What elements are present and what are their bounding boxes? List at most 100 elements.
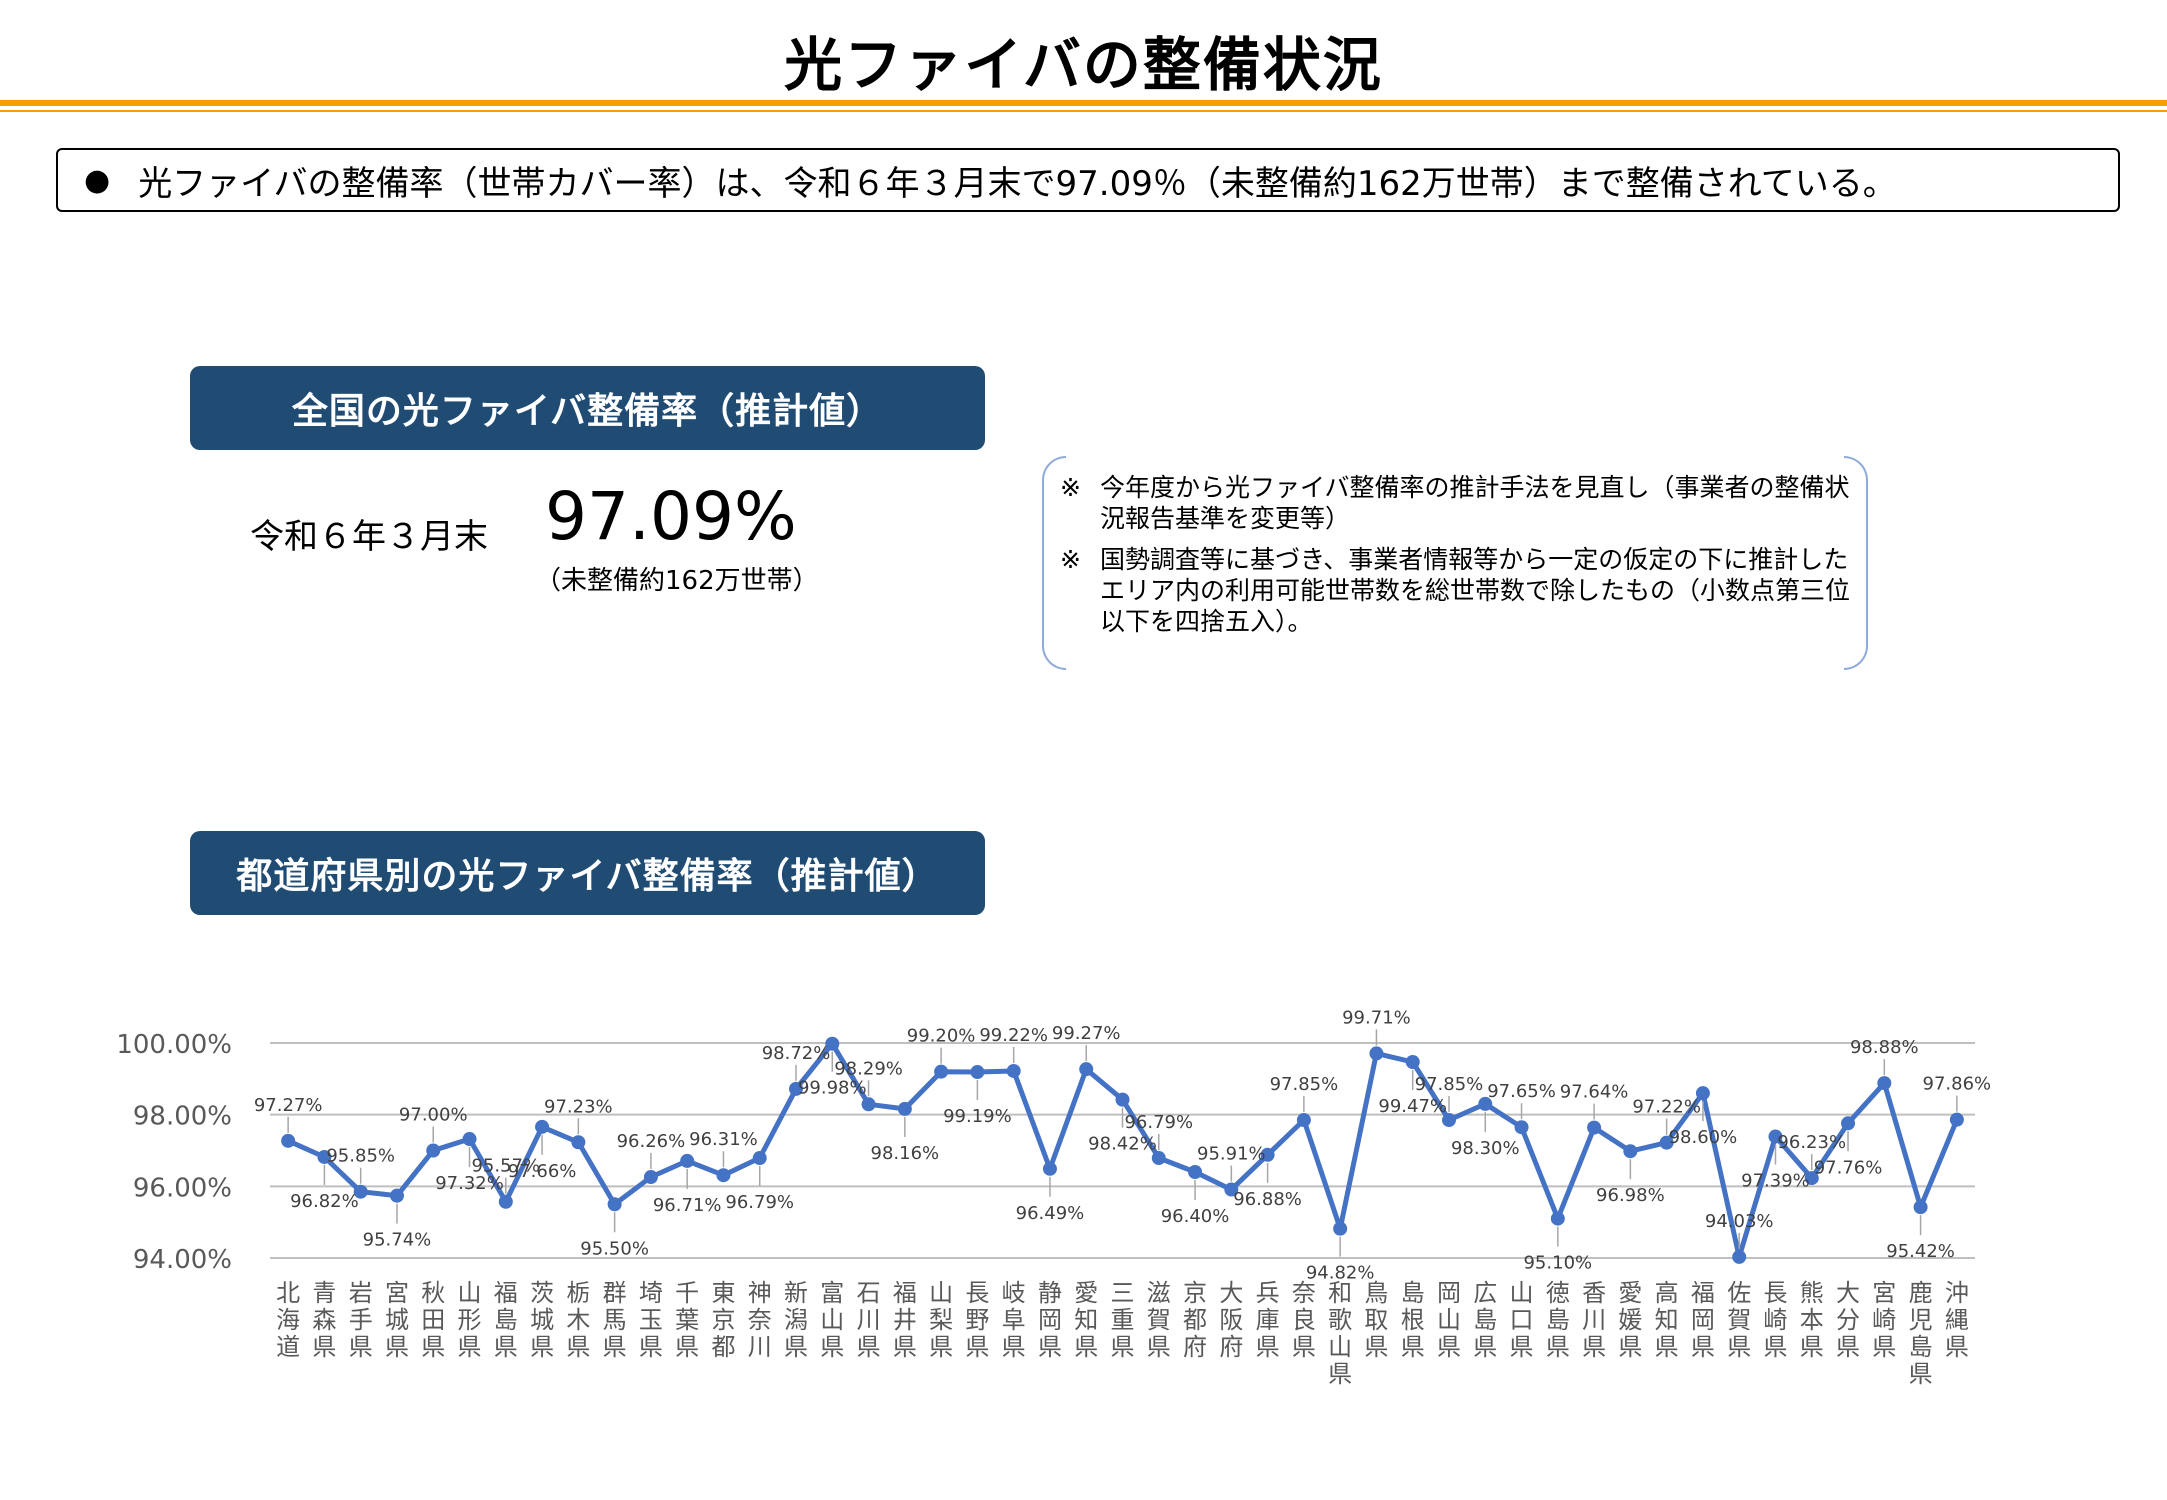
data-point (1405, 1054, 1420, 1069)
data-label: 97.86% (1923, 1074, 1992, 1095)
x-tick-label: 県 (349, 1333, 373, 1361)
data-label: 96.71% (653, 1195, 722, 1216)
data-label: 95.42% (1886, 1241, 1955, 1262)
x-tick-label: 和 (1328, 1279, 1352, 1307)
x-tick-label: 島 (1909, 1333, 1933, 1361)
x-tick-label: 県 (893, 1333, 917, 1361)
x-tick-label: 県 (1909, 1360, 1933, 1388)
note-text-1: 今年度から光ファイバ整備率の推計手法を見直し（事業者の整備状況報告基準を変更等） (1100, 473, 1850, 533)
x-tick-label: 高 (1655, 1279, 1679, 1307)
data-label: 96.40% (1161, 1206, 1230, 1227)
x-tick-label: 阜 (1002, 1306, 1026, 1334)
data-point (1804, 1171, 1819, 1186)
data-point (1333, 1221, 1348, 1236)
x-tick-label: 県 (965, 1333, 989, 1361)
x-tick-label: 東 (711, 1279, 735, 1307)
x-tick-label: 山 (1328, 1333, 1352, 1361)
x-tick-label: 賀 (1727, 1306, 1751, 1334)
x-tick-label: 島 (494, 1306, 518, 1334)
x-tick-label: 京 (711, 1306, 735, 1334)
data-point (1296, 1113, 1311, 1128)
x-tick-label: 県 (1473, 1333, 1497, 1361)
x-tick-label: 県 (530, 1333, 554, 1361)
x-tick-label: 北 (276, 1279, 300, 1307)
x-tick-label: 京 (1183, 1279, 1207, 1307)
data-point (716, 1168, 731, 1183)
x-tick-label: 県 (1111, 1333, 1135, 1361)
x-tick-label: 三 (1111, 1279, 1135, 1307)
summary-text: 光ファイバの整備率（世帯カバー率）は、令和６年３月末で97.09％（未整備約16… (138, 163, 1897, 204)
prefecture-rate-header: 都道府県別の光ファイバ整備率（推計値） (190, 831, 985, 915)
x-tick-label: 口 (1510, 1306, 1534, 1334)
data-label: 97.32% (435, 1173, 504, 1194)
y-tick-label: 94.00% (133, 1245, 232, 1275)
data-point (1587, 1120, 1602, 1135)
data-point (1188, 1165, 1203, 1179)
data-label: 96.23% (1777, 1132, 1846, 1153)
data-point (1441, 1113, 1456, 1128)
x-tick-label: 県 (1437, 1333, 1461, 1361)
data-point (1006, 1063, 1021, 1078)
x-tick-label: 根 (1401, 1306, 1425, 1334)
title-underline-thin (0, 110, 2167, 112)
data-point (1695, 1086, 1710, 1101)
data-point (607, 1197, 622, 1212)
x-tick-label: 佐 (1727, 1279, 1751, 1307)
x-tick-label: 静 (1038, 1279, 1062, 1307)
x-tick-label: 媛 (1618, 1306, 1642, 1334)
x-tick-label: 県 (820, 1333, 844, 1361)
bullet-icon: ● (84, 162, 111, 198)
x-tick-label: 鳥 (1364, 1279, 1388, 1307)
national-rate-value: 97.09% (545, 478, 797, 555)
x-tick-label: 新 (784, 1279, 808, 1307)
x-tick-label: 県 (1256, 1333, 1280, 1361)
data-label: 96.31% (689, 1129, 758, 1150)
x-tick-label: 岡 (1437, 1279, 1461, 1307)
x-tick-label: 県 (1147, 1333, 1171, 1361)
data-point (1841, 1116, 1856, 1131)
x-tick-label: 群 (603, 1279, 627, 1307)
page-title: 光ファイバの整備状況 (784, 31, 1383, 99)
x-tick-label: 宮 (385, 1279, 409, 1307)
unserved-households: （未整備約162万世帯） (535, 566, 819, 596)
y-tick-label: 98.00% (133, 1102, 232, 1132)
x-tick-label: 取 (1364, 1306, 1388, 1334)
x-tick-label: 愛 (1074, 1279, 1098, 1307)
x-tick-label: 福 (893, 1279, 917, 1307)
data-label: 98.42% (1088, 1134, 1157, 1155)
x-tick-label: 鹿 (1909, 1279, 1933, 1307)
data-point (1732, 1249, 1747, 1264)
data-label: 95.85% (326, 1146, 395, 1167)
data-label: 97.23% (544, 1096, 613, 1117)
x-tick-label: 阪 (1219, 1306, 1243, 1334)
x-tick-label: 沖 (1945, 1279, 1969, 1307)
data-point (353, 1184, 368, 1199)
x-tick-label: 城 (385, 1306, 409, 1334)
x-tick-label: 香 (1582, 1279, 1606, 1307)
date-label: 令和６年３月末 (250, 517, 488, 557)
x-tick-label: 大 (1836, 1279, 1860, 1307)
notes-box: ※ 今年度から光ファイバ整備率の推計手法を見直し（事業者の整備状況報告基準を変更… (1042, 456, 1868, 672)
note-mark: ※ (1060, 545, 1081, 574)
data-label: 95.50% (580, 1238, 649, 1259)
data-label: 97.22% (1632, 1097, 1701, 1118)
note-item: ※ 今年度から光ファイバ整備率の推計手法を見直し（事業者の整備状況報告基準を変更… (1060, 472, 1852, 534)
x-tick-label: 良 (1292, 1306, 1316, 1334)
data-point (1913, 1200, 1928, 1215)
x-tick-label: 海 (276, 1306, 300, 1334)
x-tick-label: 県 (675, 1333, 699, 1361)
x-tick-label: 石 (857, 1279, 881, 1307)
x-tick-label: 玉 (639, 1306, 663, 1334)
data-point (1151, 1151, 1166, 1166)
x-tick-label: 歌 (1328, 1306, 1352, 1334)
x-tick-label: 栃 (566, 1279, 590, 1307)
x-tick-label: 県 (385, 1333, 409, 1361)
x-tick-label: 木 (566, 1306, 590, 1334)
x-tick-label: 府 (1183, 1333, 1207, 1361)
x-tick-label: 山 (929, 1279, 953, 1307)
x-tick-label: 分 (1836, 1306, 1860, 1334)
data-label: 96.79% (725, 1192, 794, 1213)
x-tick-label: 潟 (784, 1306, 808, 1334)
data-point (1514, 1120, 1529, 1135)
data-point (752, 1151, 767, 1166)
